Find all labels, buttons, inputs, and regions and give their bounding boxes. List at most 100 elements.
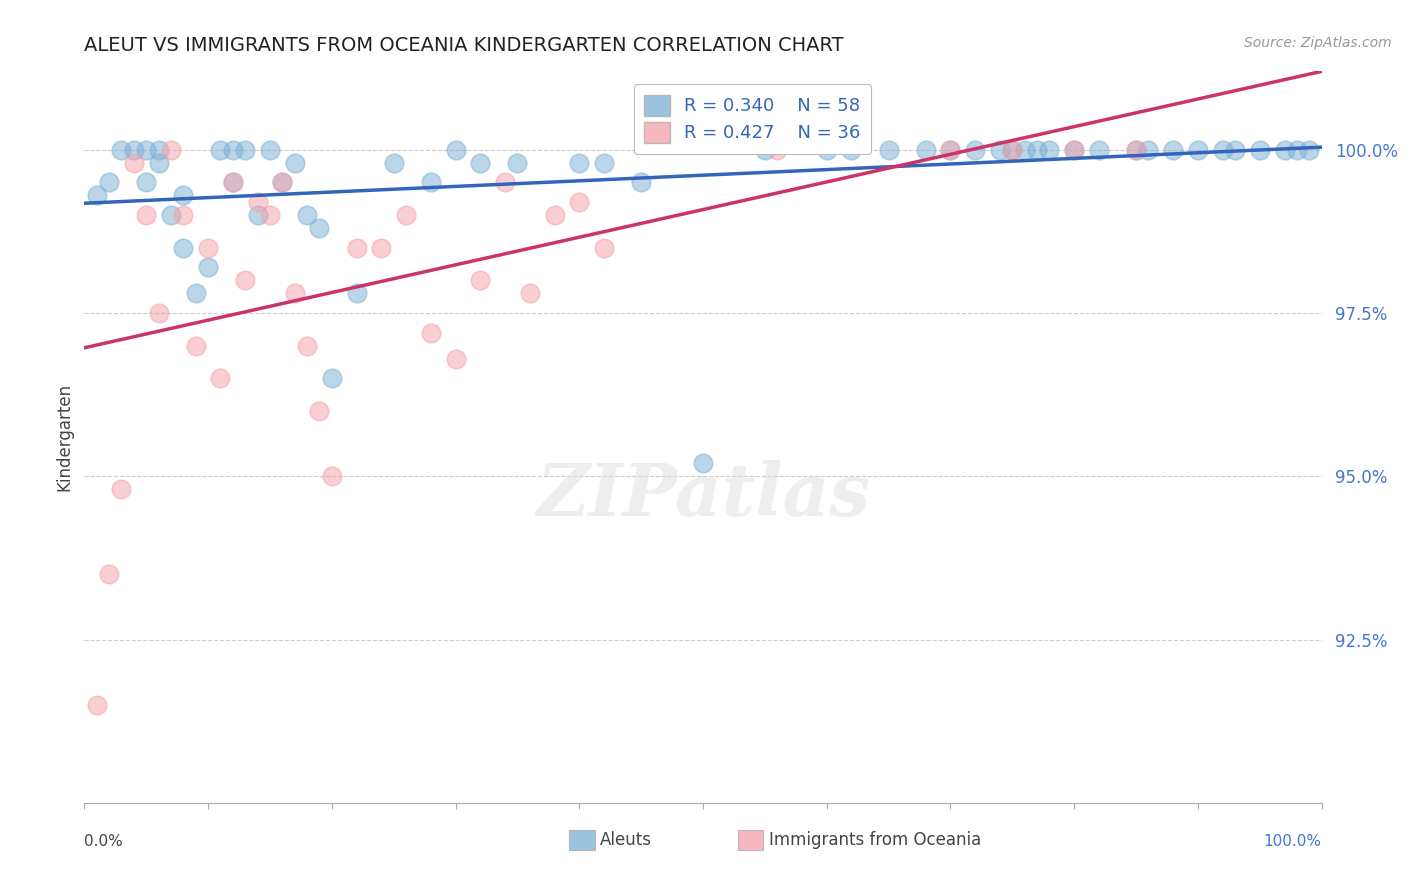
Point — [1038, 143, 1060, 157]
Point — [122, 143, 145, 157]
Point — [630, 175, 652, 189]
Point — [321, 469, 343, 483]
Point — [1026, 143, 1049, 157]
Point — [148, 156, 170, 170]
Point — [1001, 143, 1024, 157]
Point — [160, 143, 183, 157]
Point — [370, 241, 392, 255]
Point — [1063, 143, 1085, 157]
Point — [754, 143, 776, 157]
Point — [1088, 143, 1111, 157]
Point — [284, 286, 307, 301]
Point — [284, 156, 307, 170]
Point — [506, 156, 529, 170]
Point — [1298, 143, 1320, 157]
Point — [209, 143, 232, 157]
Text: Aleuts: Aleuts — [600, 831, 652, 849]
Point — [184, 339, 207, 353]
Point — [295, 339, 318, 353]
Point — [346, 286, 368, 301]
Point — [246, 208, 269, 222]
Point — [395, 208, 418, 222]
Text: ALEUT VS IMMIGRANTS FROM OCEANIA KINDERGARTEN CORRELATION CHART: ALEUT VS IMMIGRANTS FROM OCEANIA KINDERG… — [84, 36, 844, 54]
Point — [494, 175, 516, 189]
Point — [98, 567, 121, 582]
Point — [1285, 143, 1308, 157]
Point — [1014, 143, 1036, 157]
Point — [148, 306, 170, 320]
Point — [1137, 143, 1160, 157]
Point — [470, 156, 492, 170]
Point — [1063, 143, 1085, 157]
Point — [568, 156, 591, 170]
Point — [308, 221, 330, 235]
Point — [271, 175, 294, 189]
Point — [135, 143, 157, 157]
Point — [766, 143, 789, 157]
Point — [1223, 143, 1246, 157]
Point — [135, 175, 157, 189]
Point — [1274, 143, 1296, 157]
Point — [593, 156, 616, 170]
Point — [110, 483, 132, 497]
Point — [271, 175, 294, 189]
Point — [222, 175, 245, 189]
Point — [568, 194, 591, 209]
Point — [197, 260, 219, 275]
Point — [444, 351, 467, 366]
Point — [308, 404, 330, 418]
Point — [233, 273, 256, 287]
Point — [470, 273, 492, 287]
Point — [295, 208, 318, 222]
Point — [246, 194, 269, 209]
Point — [939, 143, 962, 157]
Point — [86, 698, 108, 712]
Point — [1161, 143, 1184, 157]
Text: 0.0%: 0.0% — [84, 834, 124, 849]
Point — [321, 371, 343, 385]
Point — [233, 143, 256, 157]
Point — [877, 143, 900, 157]
Point — [1125, 143, 1147, 157]
Point — [259, 143, 281, 157]
Point — [184, 286, 207, 301]
Point — [259, 208, 281, 222]
Point — [692, 456, 714, 470]
Point — [419, 326, 441, 340]
Point — [519, 286, 541, 301]
Text: Immigrants from Oceania: Immigrants from Oceania — [769, 831, 981, 849]
Point — [86, 188, 108, 202]
Point — [841, 143, 863, 157]
Point — [543, 208, 565, 222]
Point — [197, 241, 219, 255]
Point — [965, 143, 987, 157]
Point — [222, 143, 245, 157]
Point — [419, 175, 441, 189]
Point — [444, 143, 467, 157]
Point — [122, 156, 145, 170]
Text: 100.0%: 100.0% — [1264, 834, 1322, 849]
Legend: R = 0.340    N = 58, R = 0.427    N = 36: R = 0.340 N = 58, R = 0.427 N = 36 — [634, 84, 872, 153]
Point — [172, 188, 194, 202]
Point — [593, 241, 616, 255]
Point — [222, 175, 245, 189]
Point — [988, 143, 1011, 157]
Point — [346, 241, 368, 255]
Point — [160, 208, 183, 222]
Point — [1125, 143, 1147, 157]
Point — [172, 241, 194, 255]
Point — [209, 371, 232, 385]
Text: Source: ZipAtlas.com: Source: ZipAtlas.com — [1244, 36, 1392, 50]
Point — [939, 143, 962, 157]
Point — [148, 143, 170, 157]
Point — [172, 208, 194, 222]
Y-axis label: Kindergarten: Kindergarten — [55, 383, 73, 491]
Point — [98, 175, 121, 189]
Point — [382, 156, 405, 170]
Point — [110, 143, 132, 157]
Point — [1212, 143, 1234, 157]
Point — [914, 143, 936, 157]
Point — [1187, 143, 1209, 157]
Point — [135, 208, 157, 222]
Point — [815, 143, 838, 157]
